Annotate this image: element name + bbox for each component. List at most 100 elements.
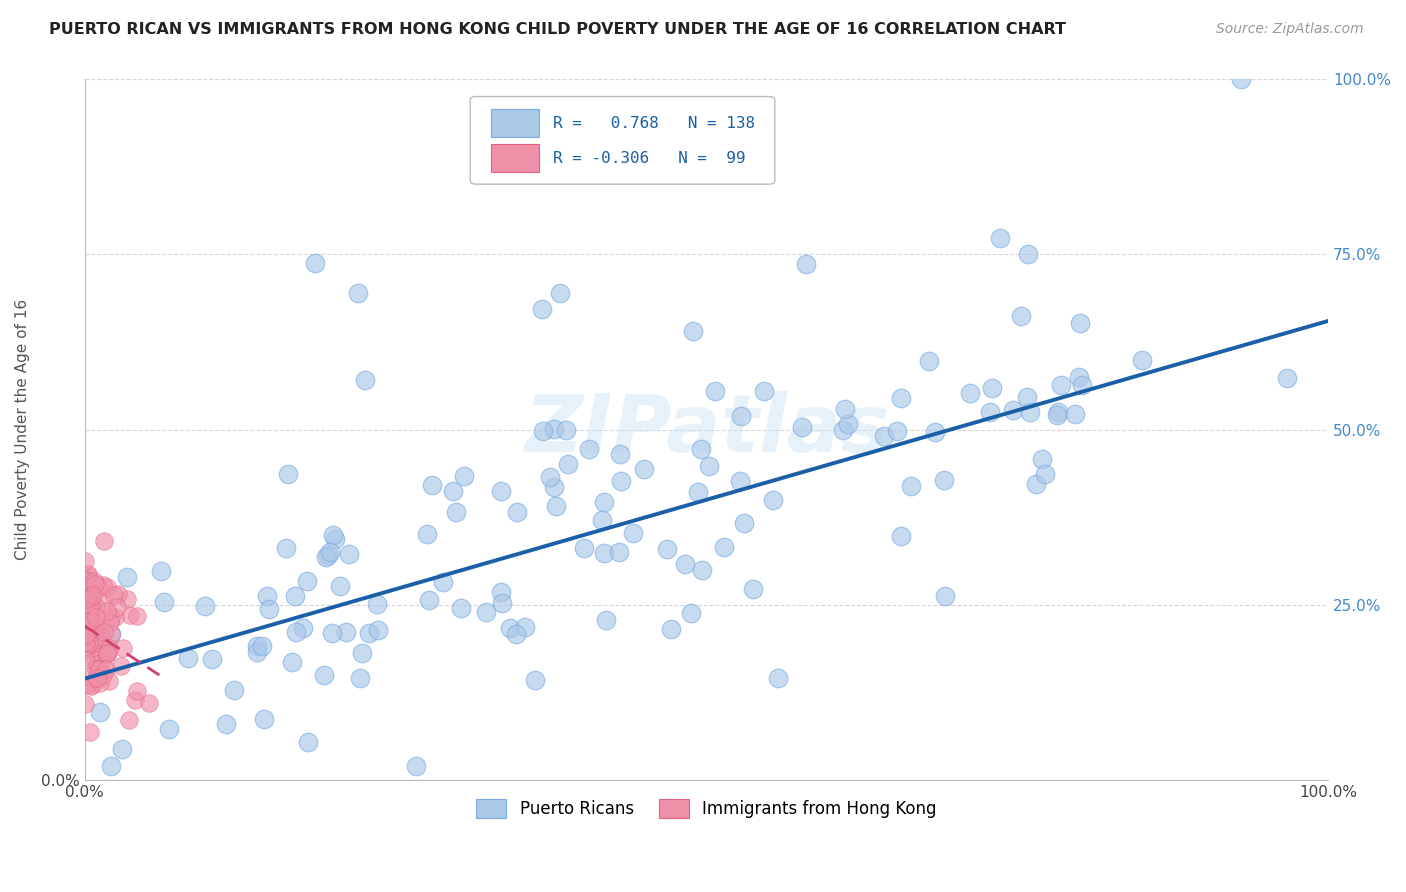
Point: [80, 624, 103, 638]
Point: [704, 384, 727, 399]
Point: [1017, 390, 1039, 404]
Point: [201, 652, 224, 666]
Point: [79, 601, 101, 615]
Point: [84, 600, 107, 615]
Point: [79, 634, 101, 648]
Point: [159, 722, 181, 736]
Point: [104, 610, 127, 624]
Point: [491, 596, 513, 610]
Point: [762, 493, 785, 508]
Point: [177, 650, 200, 665]
Point: [76, 566, 98, 581]
Point: [75, 628, 97, 642]
Point: [83, 640, 105, 655]
Point: [277, 467, 299, 482]
Point: [77, 599, 100, 614]
Point: [284, 589, 307, 603]
Point: [546, 499, 568, 513]
Point: [329, 579, 352, 593]
Point: [297, 735, 319, 749]
Point: [79, 593, 101, 607]
Point: [357, 626, 380, 640]
Point: [697, 458, 720, 473]
Point: [79, 589, 101, 603]
Point: [75, 698, 97, 712]
Point: [1070, 377, 1092, 392]
Point: [730, 474, 752, 488]
Point: [475, 605, 498, 619]
Point: [96, 604, 118, 618]
Point: [886, 424, 908, 438]
Point: [609, 446, 631, 460]
Point: [76, 614, 98, 628]
Point: [837, 417, 859, 431]
Point: [93, 668, 115, 682]
Point: [98, 673, 121, 688]
Point: [318, 548, 340, 562]
Point: [679, 606, 702, 620]
Point: [82, 634, 104, 648]
Point: [1069, 316, 1091, 330]
Point: [118, 608, 141, 623]
Point: [339, 547, 361, 561]
Point: [115, 570, 138, 584]
Point: [1025, 477, 1047, 491]
Point: [84, 636, 107, 650]
Point: [100, 626, 122, 640]
Point: [87, 619, 110, 633]
Point: [792, 420, 814, 434]
Point: [80, 671, 103, 685]
Point: [149, 564, 172, 578]
Point: [1033, 467, 1056, 481]
Point: [75, 579, 97, 593]
Point: [87, 662, 110, 676]
Point: [96, 580, 118, 594]
Point: [1064, 407, 1087, 421]
Point: [75, 554, 97, 568]
Point: [84, 610, 107, 624]
Point: [917, 354, 939, 368]
Point: [82, 624, 104, 639]
Point: [75, 620, 97, 634]
Point: [75, 639, 97, 653]
Point: [93, 533, 115, 548]
Point: [259, 602, 281, 616]
Point: [741, 582, 763, 596]
Point: [688, 485, 710, 500]
Point: [572, 541, 595, 555]
Point: [79, 596, 101, 610]
Point: [76, 597, 98, 611]
Point: [934, 589, 956, 603]
Point: [347, 286, 370, 301]
Point: [256, 589, 278, 603]
Point: [530, 302, 553, 317]
Point: [834, 401, 856, 416]
Point: [91, 578, 114, 592]
Point: [1002, 403, 1025, 417]
Point: [531, 424, 554, 438]
Point: [766, 671, 789, 685]
Point: [593, 546, 616, 560]
Point: [100, 611, 122, 625]
Point: [450, 601, 472, 615]
Point: [86, 671, 108, 685]
Point: [96, 648, 118, 662]
Point: [115, 592, 138, 607]
Point: [1017, 246, 1039, 260]
Point: [304, 256, 326, 270]
Point: [75, 634, 97, 648]
Point: [83, 574, 105, 589]
Point: [107, 587, 129, 601]
Point: [657, 541, 679, 556]
Point: [543, 480, 565, 494]
Text: R =   0.768   N = 138: R = 0.768 N = 138: [554, 116, 755, 130]
Point: [77, 609, 100, 624]
Point: [82, 588, 104, 602]
Point: [979, 405, 1001, 419]
Point: [94, 662, 117, 676]
Point: [1046, 408, 1069, 422]
Point: [321, 625, 343, 640]
Point: [83, 576, 105, 591]
Point: [124, 693, 146, 707]
Point: [100, 759, 122, 773]
